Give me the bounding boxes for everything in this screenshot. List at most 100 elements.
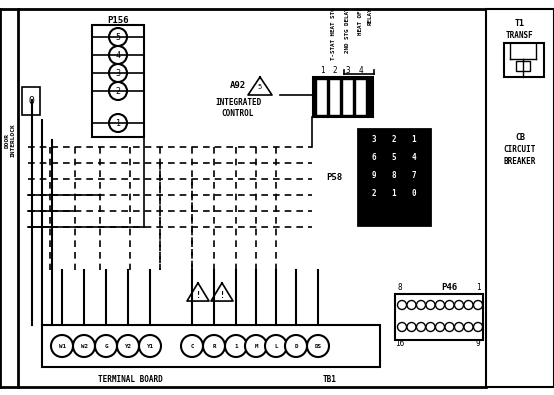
Text: 2: 2 [392, 135, 396, 143]
Text: TB1: TB1 [323, 374, 337, 384]
Circle shape [73, 335, 95, 357]
Text: 5: 5 [258, 84, 262, 90]
Circle shape [417, 322, 425, 331]
Text: 9: 9 [476, 339, 480, 348]
Circle shape [398, 322, 407, 331]
Text: 1: 1 [392, 188, 396, 198]
Text: 2: 2 [333, 66, 337, 75]
Circle shape [454, 322, 464, 331]
Circle shape [385, 184, 403, 202]
Bar [395, 294, 483, 340]
Text: CONTROL: CONTROL [222, 109, 254, 117]
Text: M: M [254, 344, 258, 348]
Circle shape [95, 335, 117, 357]
Circle shape [109, 114, 127, 132]
Circle shape [464, 301, 473, 310]
Text: !: ! [219, 290, 224, 299]
Circle shape [435, 301, 444, 310]
Bar [18, 9, 486, 387]
Circle shape [109, 64, 127, 82]
Bar [486, 9, 554, 387]
Bar [516, 61, 530, 71]
Text: 4: 4 [412, 152, 416, 162]
Text: D: D [294, 344, 297, 348]
Bar [504, 43, 544, 77]
Circle shape [405, 148, 423, 166]
Text: 8: 8 [392, 171, 396, 179]
Circle shape [474, 301, 483, 310]
Circle shape [365, 184, 383, 202]
Text: 3: 3 [346, 66, 350, 75]
Text: DS: DS [315, 344, 321, 348]
Text: 1: 1 [320, 66, 324, 75]
Bar [316, 79, 327, 115]
Circle shape [203, 335, 225, 357]
Circle shape [51, 335, 73, 357]
Circle shape [285, 335, 307, 357]
Circle shape [405, 184, 423, 202]
Circle shape [117, 335, 139, 357]
Circle shape [365, 166, 383, 184]
Text: CIRCUIT: CIRCUIT [504, 145, 536, 154]
Circle shape [435, 322, 444, 331]
Text: 0: 0 [412, 188, 416, 198]
Circle shape [445, 301, 454, 310]
Circle shape [417, 301, 425, 310]
Circle shape [398, 301, 407, 310]
Text: TERMINAL BOARD: TERMINAL BOARD [98, 374, 162, 384]
Text: O: O [28, 96, 34, 106]
Text: W2: W2 [80, 344, 88, 348]
Text: W1: W1 [59, 344, 65, 348]
Text: INTEGRATED: INTEGRATED [215, 98, 261, 107]
Circle shape [365, 148, 383, 166]
Text: 16: 16 [396, 339, 404, 348]
Circle shape [109, 46, 127, 64]
Circle shape [405, 130, 423, 148]
Circle shape [365, 130, 383, 148]
Text: G: G [104, 344, 107, 348]
Text: 2ND STG DELAY: 2ND STG DELAY [345, 7, 350, 53]
Circle shape [426, 322, 435, 331]
Text: DOOR
INTERLOCK: DOOR INTERLOCK [4, 123, 16, 157]
Text: P46: P46 [441, 284, 457, 293]
Text: 5: 5 [392, 152, 396, 162]
Text: C: C [190, 344, 194, 348]
Circle shape [426, 301, 435, 310]
Circle shape [407, 322, 416, 331]
Circle shape [245, 335, 267, 357]
Bar [329, 79, 340, 115]
Circle shape [385, 130, 403, 148]
Text: 1: 1 [412, 135, 416, 143]
Bar [355, 79, 366, 115]
Text: !: ! [196, 290, 201, 299]
Circle shape [474, 322, 483, 331]
Text: CB: CB [515, 132, 525, 141]
Bar [22, 87, 40, 115]
Text: 8: 8 [398, 284, 402, 293]
Text: P58: P58 [326, 173, 342, 181]
Circle shape [109, 28, 127, 46]
Text: TRANSF: TRANSF [506, 30, 534, 40]
Text: 7: 7 [412, 171, 416, 179]
Text: R: R [212, 344, 216, 348]
Text: 1: 1 [476, 284, 480, 293]
Text: P156: P156 [107, 15, 129, 24]
Text: 5: 5 [115, 32, 121, 41]
Text: Y2: Y2 [125, 344, 131, 348]
Text: T1: T1 [515, 19, 525, 28]
Bar [92, 25, 144, 137]
Circle shape [109, 82, 127, 100]
Circle shape [405, 166, 423, 184]
Circle shape [464, 322, 473, 331]
Bar [342, 79, 353, 115]
Text: 4: 4 [115, 51, 121, 60]
Text: 3: 3 [372, 135, 376, 143]
Text: 3: 3 [115, 68, 121, 77]
Text: 9: 9 [372, 171, 376, 179]
Circle shape [385, 166, 403, 184]
Bar [358, 129, 430, 225]
Circle shape [385, 148, 403, 166]
Text: RELAY: RELAY [367, 7, 372, 24]
Text: 6: 6 [372, 152, 376, 162]
Text: 1: 1 [115, 118, 121, 128]
